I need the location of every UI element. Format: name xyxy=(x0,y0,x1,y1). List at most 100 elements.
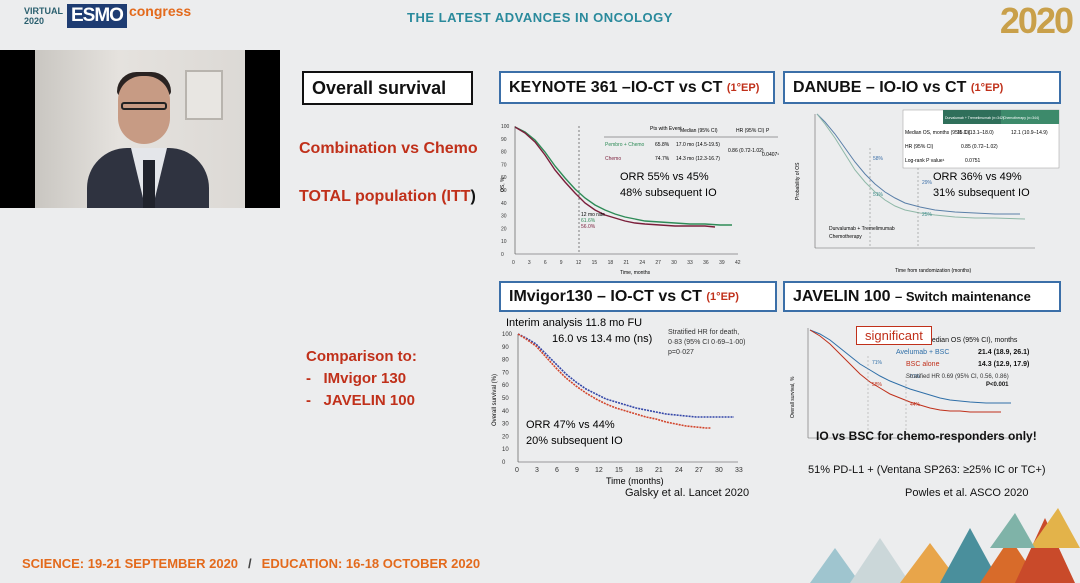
chemo-curve xyxy=(514,126,716,228)
tagline: THE LATEST ADVANCES IN ONCOLOGY xyxy=(407,10,673,25)
pembro-chemo-curve xyxy=(514,126,732,226)
keynote-orr: ORR 55% vs 45% xyxy=(620,171,709,183)
axis-tick-label: 27 xyxy=(655,260,661,266)
axis-tick-label: 6 xyxy=(555,467,559,474)
javelin-reference: Powles et al. ASCO 2020 xyxy=(905,487,1029,499)
axis-tick-label: 9 xyxy=(575,467,579,474)
imvigor-subsequent: 20% subsequent IO xyxy=(526,435,623,447)
svg-text:51%: 51% xyxy=(873,192,884,198)
svg-text:Stratified HR 0.69 (95% CI, 0.: Stratified HR 0.69 (95% CI, 0.56, 0.86) xyxy=(906,374,1009,380)
axis-tick-label: 60 xyxy=(501,175,507,181)
svg-text:Chemotherapy (n=344): Chemotherapy (n=344) xyxy=(1003,116,1039,120)
comparison-list: Comparison to: - IMvigor 130 - JAVELIN 1… xyxy=(306,346,417,412)
axis-tick-label: 50 xyxy=(502,396,509,402)
svg-text:Durvalumab + Tremelimumab (n=3: Durvalumab + Tremelimumab (n=342) xyxy=(945,116,1004,120)
axis-tick-label: 100 xyxy=(502,332,513,338)
axis-tick-label: 10 xyxy=(502,447,509,453)
svg-text:0.86 (0.72-1.02): 0.86 (0.72-1.02) xyxy=(728,148,764,154)
axis-tick-label: 70 xyxy=(502,370,509,376)
svg-text:Time, months: Time, months xyxy=(620,270,651,276)
axis-tick-label: 15 xyxy=(615,467,623,474)
svg-text:74.7%: 74.7% xyxy=(655,156,670,162)
keynote-x-ticks: 0 3 6 9 12 15 18 21 24 27 30 33 36 39 42 xyxy=(512,260,741,266)
svg-text:17.0 mo (14.5-19.5): 17.0 mo (14.5-19.5) xyxy=(676,142,720,148)
axis-tick-label: 21 xyxy=(655,467,663,474)
svg-text:0.85 (0.72–1.02): 0.85 (0.72–1.02) xyxy=(961,144,998,150)
axis-tick-label: 24 xyxy=(675,467,683,474)
keynote-header: KEYNOTE 361 –IO-CT vs CT (1°EP) xyxy=(499,71,775,104)
axis-tick-label: 40 xyxy=(501,201,507,207)
virtual-label: VIRTUAL 2020 xyxy=(24,6,63,26)
chemotherapy-curve xyxy=(816,113,1026,220)
danube-table: Durvalumab + Tremelimumab (n=342) Chemot… xyxy=(902,109,1060,169)
axis-tick-label: 27 xyxy=(695,467,703,474)
congress-label: congress xyxy=(128,3,192,19)
svg-text:61.6%: 61.6% xyxy=(581,218,596,224)
axis-tick-label: 30 xyxy=(502,422,509,428)
imvigor-reference: Galsky et al. Lancet 2020 xyxy=(625,487,750,499)
axis-tick-label: 0 xyxy=(501,252,504,258)
axis-tick-label: 100 xyxy=(501,124,510,130)
axis-tick-label: 90 xyxy=(501,137,507,143)
axis-tick-label: 0 xyxy=(515,467,519,474)
svg-text:65.8%: 65.8% xyxy=(655,142,670,148)
svg-text:0.0407¹: 0.0407¹ xyxy=(762,152,779,158)
esmo-brand: VIRTUAL 2020 ESMO congress xyxy=(24,3,192,28)
danube-header: DANUBE – IO-IO vs CT (1°EP) xyxy=(783,71,1061,104)
pdl1-note: 51% PD-L1 + (Ventana SP263: ≥25% IC or T… xyxy=(808,464,1046,476)
javelin-table: Median OS (95% CI), months Avelumab + BS… xyxy=(896,337,1029,388)
axis-tick-label: 20 xyxy=(501,226,507,232)
svg-text:Time (months): Time (months) xyxy=(606,476,664,486)
svg-text:Median OS, months (95% CI): Median OS, months (95% CI) xyxy=(905,130,971,136)
svg-text:0·83 (95% CI 0·69–1·00): 0·83 (95% CI 0·69–1·00) xyxy=(668,339,745,346)
axis-tick-label: 50 xyxy=(501,188,507,194)
svg-text:HR (95% CI): HR (95% CI) xyxy=(905,144,934,150)
axis-tick-label: 30 xyxy=(715,467,723,474)
speaker-video xyxy=(35,50,245,208)
svg-text:Stratified HR for death,: Stratified HR for death, xyxy=(668,329,739,336)
combination-label: Combination vs Chemo xyxy=(299,140,478,157)
svg-text:Avelumab + BSC: Avelumab + BSC xyxy=(896,349,949,356)
svg-text:Pembro + Chemo: Pembro + Chemo xyxy=(605,142,645,148)
svg-text:25%: 25% xyxy=(922,212,933,218)
axis-tick-label: 0 xyxy=(502,460,506,466)
svg-text:P: P xyxy=(766,128,770,134)
javelin-conclusion: IO vs BSC for chemo-responders only! xyxy=(816,429,1037,443)
svg-text:Durvalumab + Tremelimumab: Durvalumab + Tremelimumab xyxy=(829,226,895,232)
axis-tick-label: 70 xyxy=(501,162,507,168)
svg-text:44%: 44% xyxy=(910,402,921,408)
svg-text:14.3 mo (12.3-16.7): 14.3 mo (12.3-16.7) xyxy=(676,156,720,162)
comparison-item: - IMvigor 130 xyxy=(306,370,407,387)
axis-tick-label: 21 xyxy=(624,260,630,266)
axis-tick-label: 0 xyxy=(512,260,515,266)
svg-text:Probability of OS: Probability of OS xyxy=(795,162,801,200)
axis-tick-label: 3 xyxy=(528,260,531,266)
svg-text:Pts with Event: Pts with Event xyxy=(650,126,682,132)
axis-tick-label: 12 xyxy=(576,260,582,266)
svg-text:BSC alone: BSC alone xyxy=(906,361,940,368)
imvigor-medians: 16.0 vs 13.4 mo (ns) xyxy=(552,333,652,345)
axis-tick-label: 18 xyxy=(635,467,643,474)
svg-text:OS, %: OS, % xyxy=(500,177,506,192)
svg-text:58%: 58% xyxy=(873,156,884,162)
axis-tick-label: 12 xyxy=(595,467,603,474)
webcam-letterbox-right xyxy=(245,50,280,208)
keynote-subsequent: 48% subsequent IO xyxy=(620,187,717,199)
svg-text:Chemotherapy: Chemotherapy xyxy=(829,234,862,240)
svg-text:p=0·027: p=0·027 xyxy=(668,349,694,356)
svg-text:P<0.001: P<0.001 xyxy=(986,382,1009,388)
avelumab-curve xyxy=(809,329,1011,404)
svg-text:Overall survival, %: Overall survival, % xyxy=(790,376,796,418)
svg-text:12.1 (10.9–14.9): 12.1 (10.9–14.9) xyxy=(1011,130,1048,136)
decorative-triangles xyxy=(810,508,1080,583)
svg-text:71%: 71% xyxy=(872,360,883,366)
comparison-item: - JAVELIN 100 xyxy=(306,392,415,409)
axis-tick-label: 33 xyxy=(687,260,693,266)
svg-text:14.3 (12.9, 17.9): 14.3 (12.9, 17.9) xyxy=(978,361,1029,368)
javelin-header: JAVELIN 100 – Switch maintenance xyxy=(783,281,1061,312)
danube-km-plot: 58% 51% 29% 25% Probability of OS Time f… xyxy=(795,109,1060,274)
axis-tick-label: 10 xyxy=(501,239,507,245)
axis-tick-label: 33 xyxy=(735,467,743,474)
